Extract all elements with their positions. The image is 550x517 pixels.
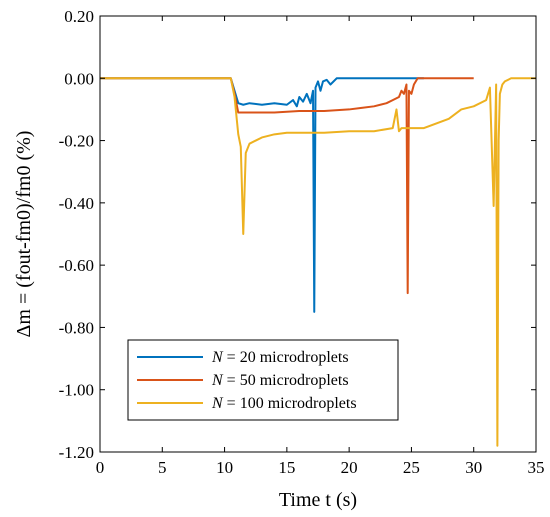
x-tick-label: 30 [465,458,482,477]
x-tick-label: 5 [158,458,167,477]
legend-label-2: N = 50 microdroplets [211,372,349,389]
x-axis-ticks: 0 5 10 15 20 25 30 35 [96,16,545,477]
y-tick-label: -1.20 [59,443,94,462]
plot-area-frame [99,15,537,453]
series-line-1 [100,77,424,313]
x-tick-label: 20 [341,458,358,477]
plot-series [100,77,536,447]
y-axis-label-text: Δm = (fout-fm0)/fm0 (%) [13,131,35,338]
y-axis-label: Δm = (fout-fm0)/fm0 (%) [13,131,35,338]
series-line-2 [100,77,474,295]
y-axis-ticks: 0.20 0.00 -0.20 -0.40 -0.60 -0.80 -1.00 -1.20 [59,7,536,462]
legend-label-1: N = 20 microdroplets [211,349,349,366]
y-tick-label: -0.20 [59,132,94,151]
series-line-3 [100,77,536,447]
y-tick-label: -0.80 [59,318,94,337]
legend-label-3: N = 100 microdroplets [211,395,357,412]
y-tick-label: -1.00 [59,381,94,400]
x-tick-label: 0 [96,458,105,477]
x-tick-label: 10 [216,458,233,477]
x-tick-label: 35 [528,458,545,477]
x-tick-label: 25 [403,458,420,477]
y-tick-label: 0.00 [64,69,94,88]
y-tick-label: -0.40 [59,194,94,213]
legend: N = 20 microdroplets N = 50 microdroplets… [127,339,399,421]
y-tick-label: 0.20 [64,7,94,26]
x-axis-label-text: Time t (s) [279,489,357,511]
y-tick-label: -0.60 [59,256,94,275]
x-tick-label: 15 [278,458,295,477]
x-axis-label: Time t (s) [279,489,357,511]
